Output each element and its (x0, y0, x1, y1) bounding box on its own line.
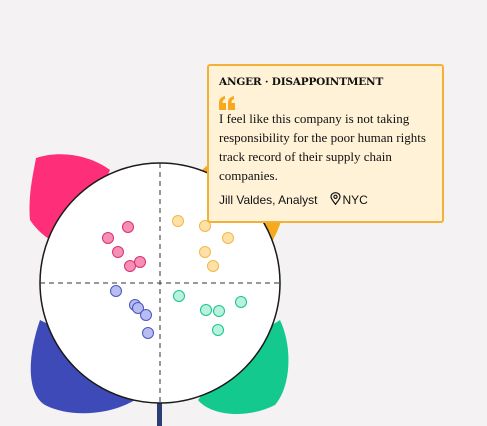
data-point[interactable] (112, 246, 124, 258)
data-point[interactable] (140, 309, 152, 321)
pink-points (102, 221, 146, 272)
orange-points (172, 215, 234, 272)
quote-tooltip: ANGER · DISAPPOINTMENT I feel like this … (207, 64, 444, 223)
quote-mark-icon (219, 95, 432, 110)
data-point[interactable] (110, 285, 122, 297)
data-point[interactable] (132, 302, 144, 314)
data-point[interactable] (199, 246, 211, 258)
data-point[interactable] (222, 232, 234, 244)
map-pin-icon (329, 192, 343, 208)
data-point[interactable] (124, 260, 136, 272)
data-point[interactable] (200, 304, 212, 316)
data-point[interactable] (172, 215, 184, 227)
author-name: Jill Valdes, Analyst (219, 193, 318, 207)
petal-pink[interactable] (29, 154, 110, 250)
data-point[interactable] (122, 221, 134, 233)
data-point[interactable] (212, 324, 224, 336)
data-point[interactable] (235, 296, 247, 308)
data-point[interactable] (134, 256, 146, 268)
emotion-title: ANGER · DISAPPOINTMENT (219, 76, 384, 88)
quote-text: I feel like this company is not taking r… (219, 111, 426, 183)
location: NYC (329, 192, 368, 208)
quote-footer: Jill Valdes, Analyst NYC (219, 192, 432, 208)
data-point[interactable] (142, 327, 154, 339)
data-point[interactable] (199, 220, 211, 232)
data-point[interactable] (213, 305, 225, 317)
data-point[interactable] (102, 232, 114, 244)
data-point[interactable] (173, 290, 185, 302)
location-label: NYC (342, 193, 368, 207)
data-point[interactable] (207, 260, 219, 272)
blue-points (110, 285, 154, 339)
green-points (173, 290, 247, 336)
